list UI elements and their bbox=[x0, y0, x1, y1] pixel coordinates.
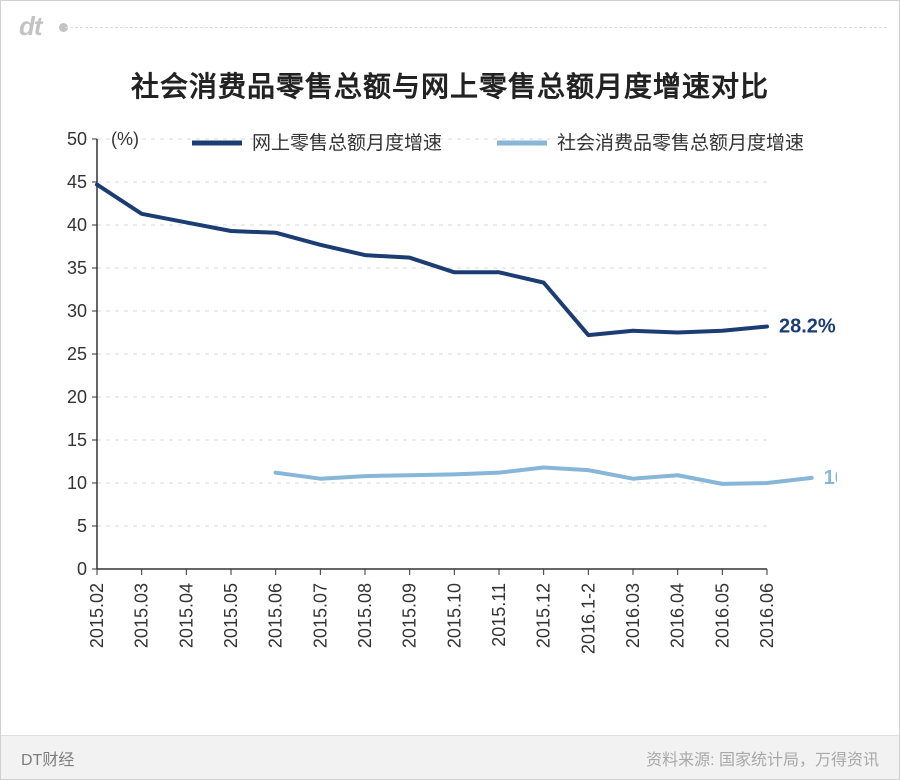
footer-source: 资料来源: 国家统计局，万得资讯 bbox=[646, 746, 879, 770]
svg-text:(%): (%) bbox=[111, 131, 139, 149]
svg-text:社会消费品零售总额月度增速: 社会消费品零售总额月度增速 bbox=[557, 132, 804, 154]
svg-text:2015.12: 2015.12 bbox=[534, 583, 554, 648]
logo-text: dt bbox=[19, 11, 42, 42]
svg-text:0: 0 bbox=[77, 559, 87, 579]
footer: DT财经 资料来源: 国家统计局，万得资讯 bbox=[1, 735, 899, 779]
svg-text:5: 5 bbox=[77, 516, 87, 536]
svg-text:10: 10 bbox=[67, 473, 87, 493]
chart-title: 社会消费品零售总额与网上零售总额月度增速对比 bbox=[1, 65, 899, 105]
svg-text:15: 15 bbox=[67, 430, 87, 450]
svg-text:2016.04: 2016.04 bbox=[668, 583, 688, 648]
svg-text:2016.05: 2016.05 bbox=[712, 583, 732, 648]
svg-text:28.2%: 28.2% bbox=[779, 315, 836, 337]
logo-divider bbox=[65, 27, 887, 28]
svg-text:40: 40 bbox=[67, 215, 87, 235]
svg-text:20: 20 bbox=[67, 387, 87, 407]
svg-text:35: 35 bbox=[67, 258, 87, 278]
svg-text:2015.02: 2015.02 bbox=[87, 583, 107, 648]
svg-text:45: 45 bbox=[67, 172, 87, 192]
svg-text:2015.04: 2015.04 bbox=[176, 583, 196, 648]
svg-text:2015.09: 2015.09 bbox=[400, 583, 420, 648]
svg-text:2015.06: 2015.06 bbox=[266, 583, 286, 648]
svg-text:2015.08: 2015.08 bbox=[355, 583, 375, 648]
svg-text:50: 50 bbox=[67, 131, 87, 149]
svg-text:2015.05: 2015.05 bbox=[221, 583, 241, 648]
svg-text:10.6%: 10.6% bbox=[824, 467, 837, 489]
line-chart: 0 5 10 15 20 25 30 35 40 45 50 (%) 2015.02 2015.03 201… bbox=[57, 131, 837, 691]
footer-brand: DT财经 bbox=[21, 746, 74, 770]
svg-text:2015.11: 2015.11 bbox=[489, 583, 509, 647]
svg-text:2016.03: 2016.03 bbox=[623, 583, 643, 648]
svg-text:2015.10: 2015.10 bbox=[444, 583, 464, 648]
svg-text:2015.07: 2015.07 bbox=[310, 583, 330, 648]
svg-text:25: 25 bbox=[67, 344, 87, 364]
svg-text:30: 30 bbox=[67, 301, 87, 321]
svg-text:网上零售总额月度增速: 网上零售总额月度增速 bbox=[252, 132, 442, 154]
svg-text:2016.1-2: 2016.1-2 bbox=[578, 583, 598, 654]
svg-text:2015.03: 2015.03 bbox=[132, 583, 152, 648]
svg-text:2016.06: 2016.06 bbox=[757, 583, 777, 648]
